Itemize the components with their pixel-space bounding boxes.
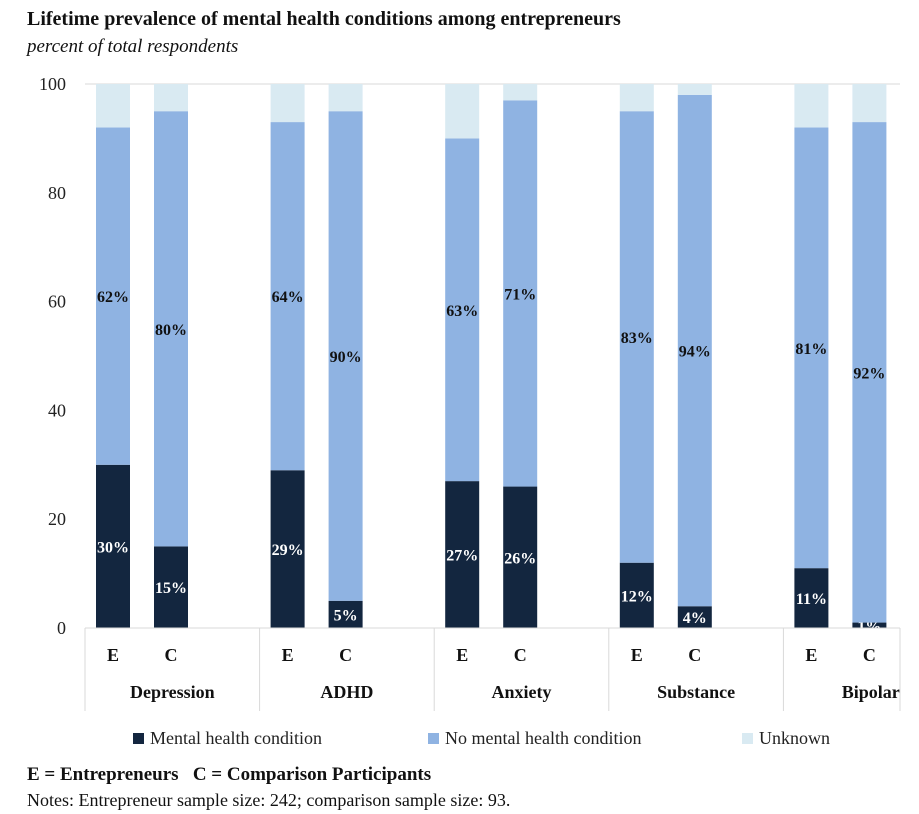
bar-segment-mental-health-condition xyxy=(503,486,538,628)
data-label: 64% xyxy=(272,289,304,306)
x-group-label: Bipolar xyxy=(842,682,900,702)
data-label: 4% xyxy=(683,610,707,627)
legend-swatch xyxy=(133,733,144,744)
x-subcategory-label: E xyxy=(107,645,119,665)
data-label: 11% xyxy=(796,591,827,608)
x-subcategory-label: C xyxy=(688,645,701,665)
bar-segment-mental-health-condition xyxy=(328,600,363,628)
y-tick-label: 40 xyxy=(48,400,66,420)
data-label: 71% xyxy=(504,286,536,303)
x-subcategory-label: C xyxy=(165,645,178,665)
bar-segment-unknown xyxy=(677,84,712,95)
bar-segment-unknown xyxy=(96,84,130,128)
x-group-label: Anxiety xyxy=(492,682,552,702)
bar-segment-no-mental-health-condition xyxy=(270,122,305,471)
x-group-label: Depression xyxy=(130,682,215,702)
bar-segment-unknown xyxy=(445,84,480,139)
bar-segment-no-mental-health-condition xyxy=(619,111,654,563)
y-tick-label: 20 xyxy=(48,509,66,529)
bar-segment-mental-health-condition xyxy=(96,464,130,628)
data-label: 30% xyxy=(97,539,129,556)
data-label: 83% xyxy=(621,330,653,347)
bar-segment-no-mental-health-condition xyxy=(445,138,480,482)
legend-item-mental: Mental health condition xyxy=(133,728,322,749)
bar-segment-no-mental-health-condition xyxy=(794,127,829,569)
data-label: 81% xyxy=(795,341,827,358)
notes: Notes: Entrepreneur sample size: 242; co… xyxy=(27,790,511,810)
abbreviation-key: E = Entrepreneurs C = Comparison Partici… xyxy=(27,764,432,785)
bar-segment-unknown xyxy=(619,84,654,112)
data-label: 90% xyxy=(330,349,362,366)
y-tick-label: 100 xyxy=(39,74,66,94)
y-tick-label: 0 xyxy=(57,618,66,638)
bar-segment-mental-health-condition xyxy=(270,470,305,628)
x-subcategory-label: E xyxy=(456,645,468,665)
x-subcategory-label: C xyxy=(514,645,527,665)
legend-swatch xyxy=(742,733,753,744)
x-group-label: Substance xyxy=(657,682,735,702)
bar-segment-unknown xyxy=(154,84,188,112)
x-group-label: ADHD xyxy=(320,682,373,702)
bar-segment-unknown xyxy=(328,84,363,112)
x-subcategory-label: C xyxy=(863,645,876,665)
bar-segment-no-mental-health-condition xyxy=(328,111,363,601)
bar-segment-mental-health-condition xyxy=(677,606,712,628)
y-tick-label: 60 xyxy=(48,292,66,312)
data-label: 92% xyxy=(853,365,885,382)
chart-subtitle: percent of total respondents xyxy=(27,36,239,57)
legend-swatch xyxy=(428,733,439,744)
legend-item-unknown: Unknown xyxy=(742,728,830,749)
bar-segment-unknown xyxy=(794,84,829,128)
bar-segment-no-mental-health-condition xyxy=(96,127,130,465)
legend-label: No mental health condition xyxy=(445,728,642,748)
x-subcategory-label: E xyxy=(631,645,643,665)
data-label: 80% xyxy=(155,322,187,339)
bar-segment-mental-health-condition xyxy=(794,568,829,628)
data-label: 26% xyxy=(504,550,536,567)
data-label: 29% xyxy=(272,542,304,559)
bar-segment-unknown xyxy=(852,84,887,123)
x-subcategory-label: C xyxy=(339,645,352,665)
data-label: 15% xyxy=(155,580,187,597)
bar-segment-unknown xyxy=(503,84,538,101)
bar-segment-mental-health-condition xyxy=(852,622,887,628)
bar-segment-unknown xyxy=(270,84,305,123)
data-label: 5% xyxy=(334,607,358,624)
bar-segment-mental-health-condition xyxy=(154,546,188,628)
legend-item-none: No mental health condition xyxy=(428,728,641,749)
bar-segment-mental-health-condition xyxy=(619,562,654,628)
data-label: 12% xyxy=(621,588,653,605)
y-tick-label: 80 xyxy=(48,183,66,203)
bar-segment-no-mental-health-condition xyxy=(677,94,712,607)
bar-segment-no-mental-health-condition xyxy=(852,122,887,623)
data-label: 94% xyxy=(679,344,711,361)
data-label: 63% xyxy=(446,303,478,320)
x-subcategory-label: E xyxy=(805,645,817,665)
bar-segment-no-mental-health-condition xyxy=(154,111,188,547)
x-subcategory-label: E xyxy=(282,645,294,665)
data-label: 27% xyxy=(446,548,478,565)
bar-segment-mental-health-condition xyxy=(445,481,480,628)
data-label: 62% xyxy=(97,289,129,306)
bar-segment-no-mental-health-condition xyxy=(503,100,538,487)
legend-label: Mental health condition xyxy=(150,728,322,748)
chart-title: Lifetime prevalence of mental health con… xyxy=(27,8,621,30)
legend-label: Unknown xyxy=(759,728,830,748)
